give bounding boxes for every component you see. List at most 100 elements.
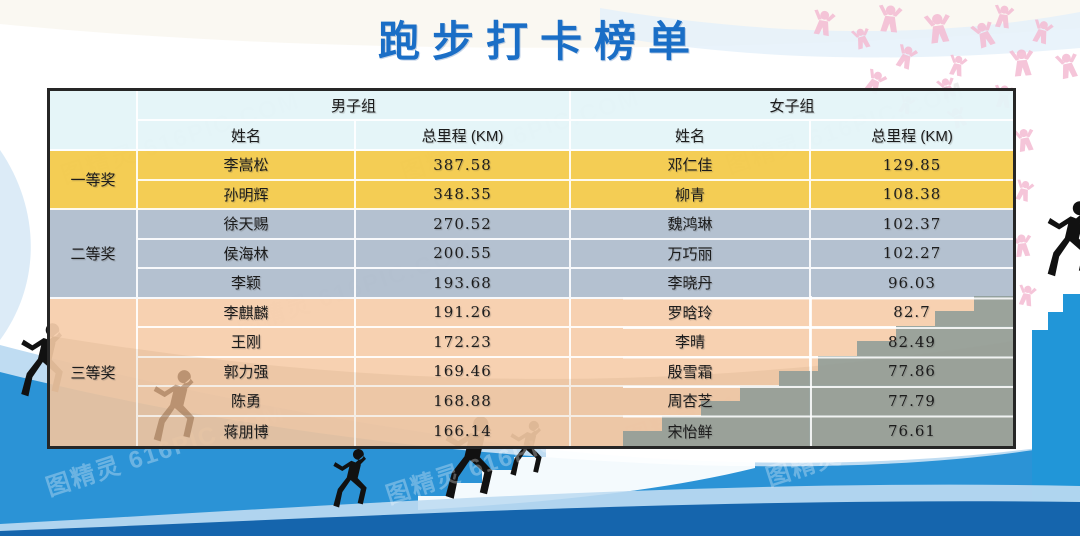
cell-text: 李晓丹 xyxy=(667,275,713,293)
men-group-header: 男子组 xyxy=(138,91,571,121)
cell-text: 王刚 xyxy=(230,334,261,352)
women-name-cell: 李晓丹 xyxy=(571,269,811,299)
cell-text: 柳青 xyxy=(674,186,705,204)
women-mileage-cell: 76.61 xyxy=(811,416,1013,446)
cell-text: 348.35 xyxy=(433,185,492,204)
women-name-cell: 李晴 xyxy=(571,328,811,358)
women-mileage-column-header: 总里程 (KM) xyxy=(811,121,1013,151)
cell-text: 129.85 xyxy=(882,155,942,174)
cell-text: 387.58 xyxy=(433,155,492,174)
men-name-cell: 侯海林 xyxy=(138,239,356,269)
women-mileage-cell: 102.37 xyxy=(811,210,1013,240)
men-mileage-cell: 200.55 xyxy=(356,239,571,269)
cell-text: 一等奖 xyxy=(70,172,116,189)
men-mileage-cell: 193.68 xyxy=(356,269,571,299)
cell-text: 李颖 xyxy=(230,275,261,293)
tier-label-second-prize: 二等奖 xyxy=(50,210,138,299)
women-name-cell: 邓仁佳 xyxy=(571,151,811,181)
leaderboard-grid: 男子组 女子组 姓名 总里程 (KM) 姓名 总里程 (KM) 一等奖 李嵩松 38… xyxy=(50,91,1013,446)
corner-header-cell xyxy=(50,91,138,151)
women-mileage-cell: 108.38 xyxy=(811,180,1013,210)
cell-text: 万巧丽 xyxy=(667,245,713,263)
cell-text: 孙明辉 xyxy=(223,186,269,204)
cell-text: 102.37 xyxy=(882,214,942,233)
women-name-cell: 万巧丽 xyxy=(571,239,811,269)
cell-text: 郭力强 xyxy=(223,363,269,381)
tier-label-first-prize: 一等奖 xyxy=(50,151,138,210)
page-title: 跑步打卡榜单 xyxy=(377,17,702,66)
women-name-cell: 柳青 xyxy=(571,180,811,210)
cell-text: 魏鸿琳 xyxy=(667,216,713,234)
cell-text: 陈勇 xyxy=(230,393,261,411)
cell-text: 殷雪霜 xyxy=(667,363,713,381)
top-blue-swoosh xyxy=(600,8,1080,58)
women-mileage-cell: 129.85 xyxy=(811,151,1013,181)
cell-text: 102.27 xyxy=(882,244,942,263)
men-name-cell: 李嵩松 xyxy=(138,151,356,181)
women-name-cell: 宋怡鲜 xyxy=(571,416,811,446)
cell-text: 169.46 xyxy=(433,362,492,381)
cell-text: 蒋朋博 xyxy=(223,423,269,441)
cell-text: 166.14 xyxy=(433,422,492,441)
cell-text: 77.86 xyxy=(888,362,936,381)
men-name-column-header: 姓名 xyxy=(138,121,356,151)
cell-text: 李嵩松 xyxy=(223,157,269,175)
leaderboard-table: 男子组 女子组 姓名 总里程 (KM) 姓名 总里程 (KM) 一等奖 李嵩松 38… xyxy=(47,88,1016,449)
cell-text: 82.7 xyxy=(893,303,931,322)
cell-text: 李晴 xyxy=(674,334,705,352)
men-name-cell: 李麒麟 xyxy=(138,298,356,328)
men-group-label: 男子组 xyxy=(330,97,376,115)
cell-text: 193.68 xyxy=(433,273,492,292)
cell-text: 邓仁佳 xyxy=(667,157,713,175)
women-mileage-cell: 82.49 xyxy=(811,328,1013,358)
women-mileage-cell: 77.86 xyxy=(811,357,1013,387)
cell-text: 李麒麟 xyxy=(223,304,269,322)
men-mileage-cell: 348.35 xyxy=(356,180,571,210)
cell-text: 191.26 xyxy=(433,303,492,322)
women-group-header: 女子组 xyxy=(571,91,1013,121)
cell-text: 77.79 xyxy=(888,391,936,410)
cell-text: 96.03 xyxy=(888,273,936,292)
column-label: 姓名 xyxy=(230,127,261,145)
women-name-cell: 魏鸿琳 xyxy=(571,210,811,240)
cell-text: 三等奖 xyxy=(70,364,116,382)
men-mileage-cell: 168.88 xyxy=(356,387,571,417)
left-blue-swoosh xyxy=(0,150,31,340)
women-mileage-cell: 82.7 xyxy=(811,298,1013,328)
men-mileage-cell: 169.46 xyxy=(356,357,571,387)
cell-text: 二等奖 xyxy=(70,245,116,263)
women-name-cell: 周杏芝 xyxy=(571,387,811,417)
column-label: 总里程 (KM) xyxy=(871,127,953,145)
men-name-cell: 徐天赐 xyxy=(138,210,356,240)
cell-text: 周杏芝 xyxy=(667,393,713,411)
white-staircase-icon xyxy=(418,440,755,510)
men-name-cell: 孙明辉 xyxy=(138,180,356,210)
men-mileage-cell: 166.14 xyxy=(356,416,571,446)
cell-text: 宋怡鲜 xyxy=(667,423,713,441)
women-mileage-cell: 102.27 xyxy=(811,239,1013,269)
cell-text: 168.88 xyxy=(433,391,492,410)
men-mileage-cell: 191.26 xyxy=(356,298,571,328)
men-mileage-column-header: 总里程 (KM) xyxy=(356,121,571,151)
men-name-cell: 郭力强 xyxy=(138,357,356,387)
cell-text: 侯海林 xyxy=(223,245,269,263)
cell-text: 82.49 xyxy=(888,332,936,351)
women-name-column-header: 姓名 xyxy=(571,121,811,151)
column-label: 总里程 (KM) xyxy=(421,127,504,145)
men-name-cell: 李颖 xyxy=(138,269,356,299)
wave-dark-bottom xyxy=(0,501,1080,536)
women-name-cell: 罗晗玲 xyxy=(571,298,811,328)
column-label: 姓名 xyxy=(674,127,705,145)
blue-staircase-icon xyxy=(1032,294,1080,536)
cell-text: 200.55 xyxy=(433,244,492,263)
cell-text: 徐天赐 xyxy=(223,216,269,234)
women-mileage-cell: 96.03 xyxy=(811,269,1013,299)
men-mileage-cell: 387.58 xyxy=(356,151,571,181)
men-mileage-cell: 172.23 xyxy=(356,328,571,358)
cell-text: 108.38 xyxy=(882,185,942,204)
men-name-cell: 蒋朋博 xyxy=(138,416,356,446)
cell-text: 76.61 xyxy=(888,422,936,441)
cell-text: 罗晗玲 xyxy=(667,304,713,322)
cell-text: 172.23 xyxy=(433,332,492,351)
